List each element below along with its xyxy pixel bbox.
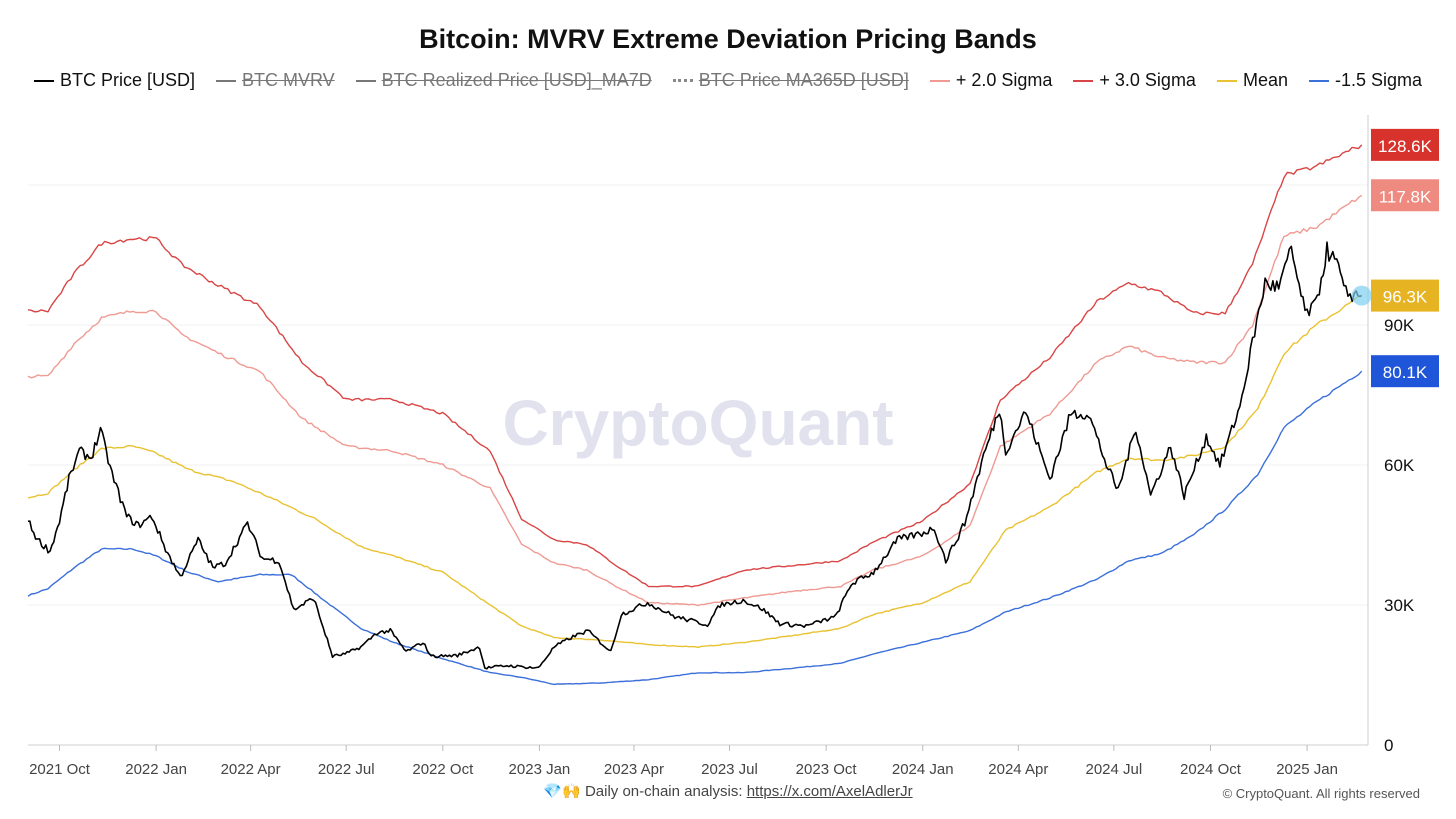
legend-item-2[interactable]: BTC Realized Price [USD]_MA7D: [355, 70, 652, 91]
value-badge-label: 96.3K: [1383, 288, 1428, 307]
footer-link[interactable]: https://x.com/AxelAdlerJr: [746, 783, 913, 800]
value-badge-label: 117.8K: [1379, 187, 1432, 206]
x-tick-label: 2024 Apr: [988, 761, 1048, 778]
value-badge: [1371, 355, 1439, 388]
legend-label: BTC Price [USD]: [59, 70, 195, 90]
footer-text: Daily on-chain analysis:: [584, 783, 743, 800]
y-tick-label: 0: [1384, 736, 1393, 755]
x-tick-label: 2022 Jul: [318, 761, 375, 778]
legend-item-5[interactable]: + 3.0 Sigma: [1073, 70, 1196, 91]
x-tick-label: 2024 Oct: [1180, 761, 1242, 778]
legend-item-4[interactable]: + 2.0 Sigma: [929, 70, 1053, 91]
legend-swatch: [929, 79, 950, 82]
series-line--2-0-sigma: [27, 194, 1363, 607]
y-tick-label: 30K: [1384, 596, 1415, 615]
value-badge: [1371, 179, 1439, 212]
series-line--1-5-sigma: [27, 370, 1363, 686]
legend-swatch: [1308, 79, 1329, 82]
y-tick-label: 90K: [1384, 316, 1415, 335]
x-tick-label: 2022 Jan: [125, 761, 187, 778]
legend-swatch: [1216, 79, 1237, 82]
value-badge-label: 128.6K: [1378, 137, 1433, 156]
x-tick-label: 2022 Oct: [412, 761, 474, 778]
footer: 💎🙌 Daily on-chain analysis: https://x.co…: [0, 782, 1456, 800]
chart-legend: BTC Price [USD] BTC MVRV BTC Realized Pric…: [0, 70, 1456, 91]
legend-label: + 3.0 Sigma: [1099, 70, 1196, 90]
value-badge-label: 80.1K: [1383, 363, 1428, 382]
x-tick-label: 2023 Jul: [701, 761, 758, 778]
value-badge: [1371, 128, 1439, 161]
hover-marker-icon: [1351, 285, 1372, 306]
legend-label: Mean: [1242, 70, 1288, 90]
x-tick-label: 2023 Oct: [796, 761, 858, 778]
x-tick-label: 2024 Jul: [1086, 761, 1143, 778]
x-tick-label: 2023 Apr: [604, 761, 664, 778]
x-tick-label: 2021 Oct: [29, 761, 91, 778]
diamond-hands-icon: 💎🙌: [543, 783, 581, 800]
series-line-btc-price-usd-: [28, 241, 1363, 670]
legend-item-1[interactable]: BTC MVRV: [215, 70, 335, 91]
x-tick-label: 2024 Jan: [892, 761, 954, 778]
legend-swatch: [355, 79, 376, 82]
watermark: CryptoQuant: [502, 387, 893, 459]
legend-swatch: [33, 79, 54, 82]
legend-swatch: [1073, 79, 1094, 82]
legend-label: BTC MVRV: [241, 70, 335, 90]
series-line-mean: [27, 294, 1362, 649]
chart-title: Bitcoin: MVRV Extreme Deviation Pricing …: [419, 24, 1037, 54]
series-line--3-0-sigma: [27, 144, 1363, 588]
legend-label: BTC Price MA365D [USD]: [698, 70, 909, 90]
copyright: © CryptoQuant. All rights reserved: [1222, 786, 1420, 801]
legend-label: BTC Realized Price [USD]_MA7D: [381, 70, 652, 90]
legend-label: + 2.0 Sigma: [955, 70, 1053, 90]
legend-swatch: [672, 79, 693, 82]
x-tick-label: 2023 Jan: [509, 761, 571, 778]
legend-item-3[interactable]: BTC Price MA365D [USD]: [672, 70, 909, 91]
legend-item-0[interactable]: BTC Price [USD]: [33, 70, 195, 91]
value-badge: [1371, 279, 1439, 312]
legend-item-6[interactable]: Mean: [1216, 70, 1288, 91]
legend-label: -1.5 Sigma: [1334, 70, 1423, 90]
legend-swatch: [215, 79, 236, 82]
y-tick-label: 60K: [1384, 456, 1415, 475]
x-tick-label: 2025 Jan: [1276, 761, 1338, 778]
x-tick-label: 2022 Apr: [221, 761, 281, 778]
legend-item-7[interactable]: -1.5 Sigma: [1308, 70, 1423, 91]
